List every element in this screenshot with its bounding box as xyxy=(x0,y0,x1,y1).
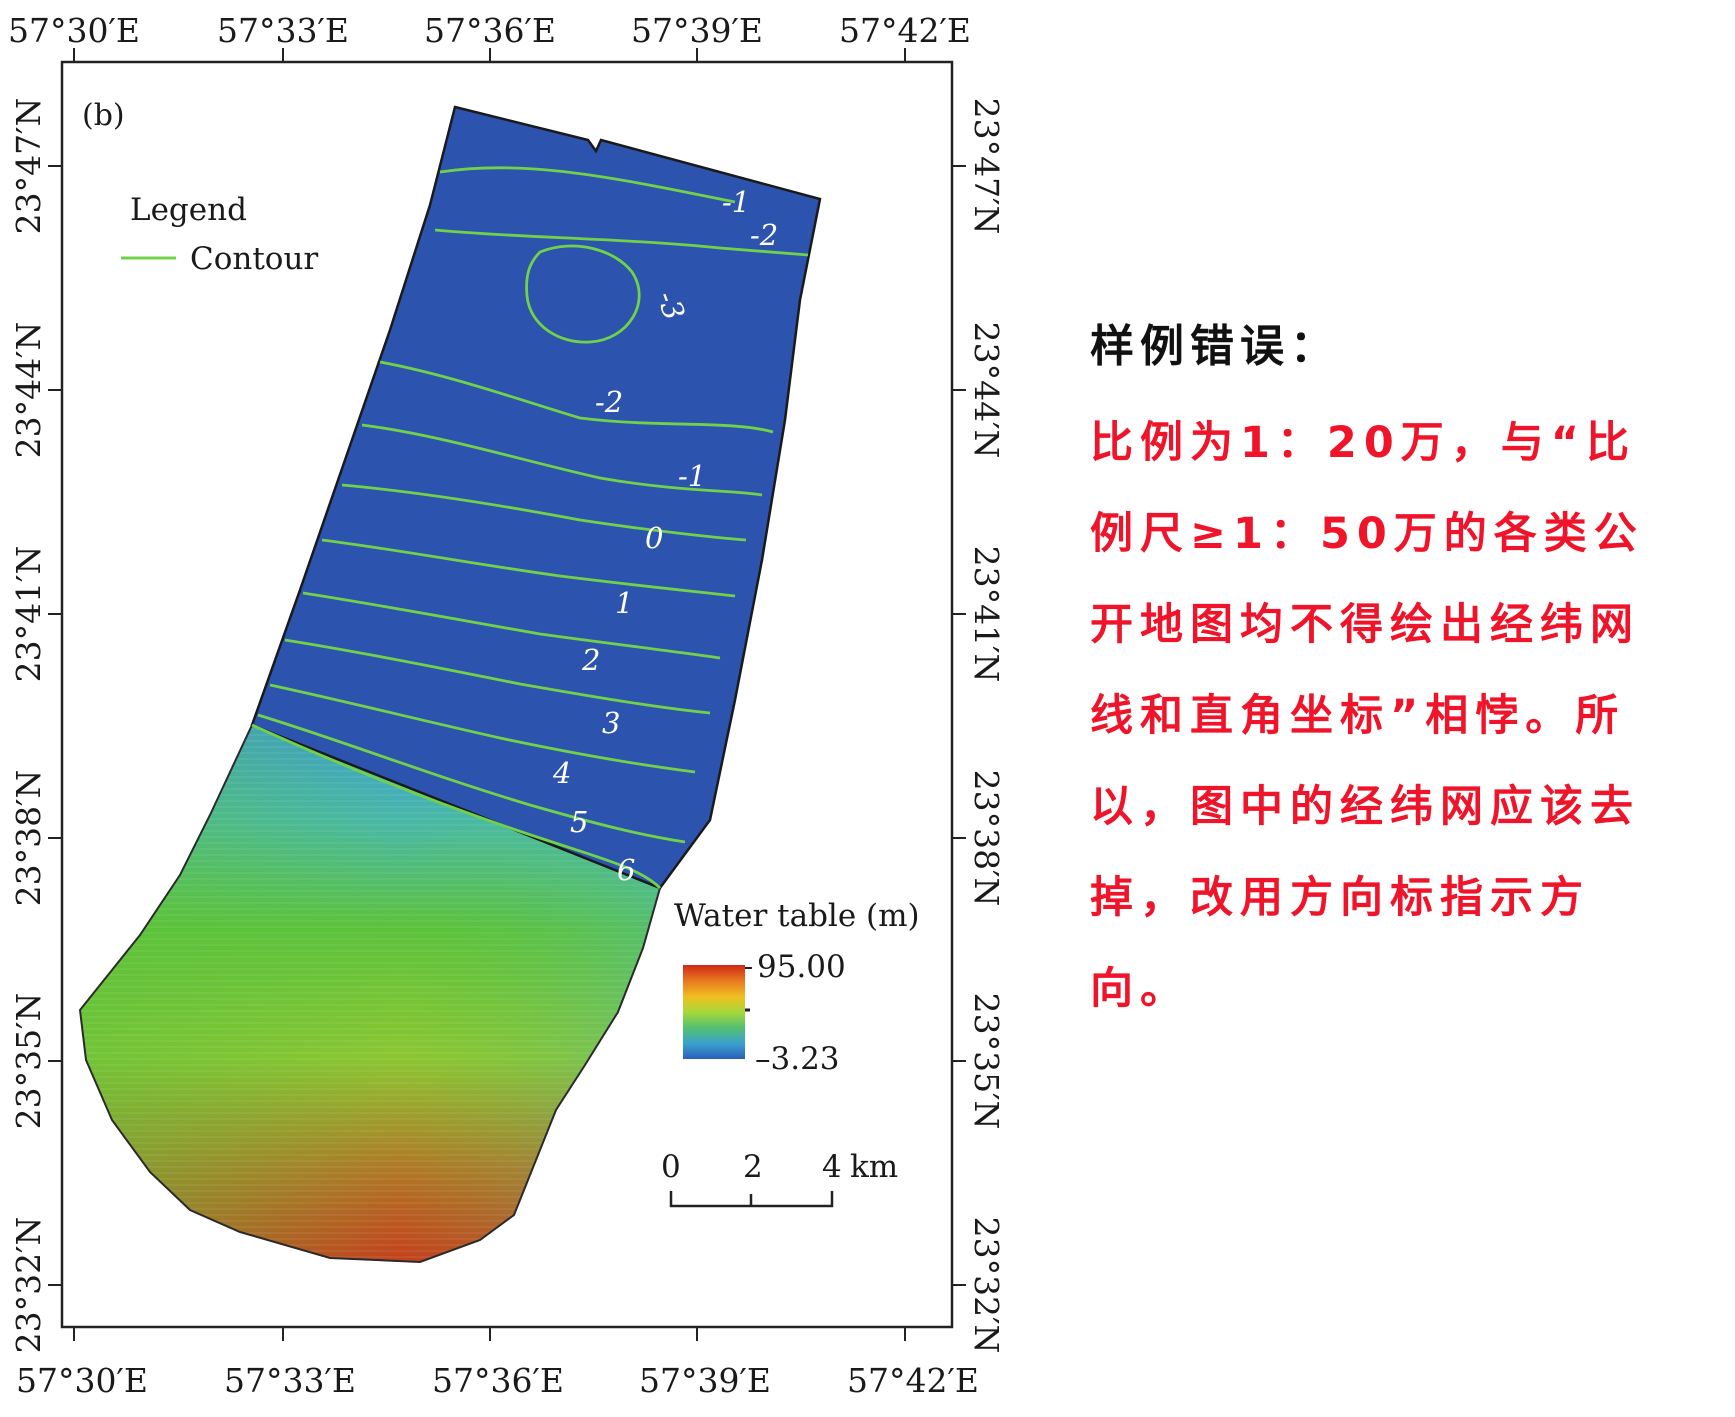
error-note-panel: 样例错误： 比例为1：20万，与“比 例尺≥1：50万的各类公 开地图均不得绘出… xyxy=(1090,310,1730,1035)
contour-label: 5 xyxy=(570,805,588,839)
water-table-title: Water table (m) xyxy=(674,898,920,934)
note-title: 样例错误： xyxy=(1090,321,1340,372)
contour-line xyxy=(269,683,696,774)
note-body: 比例为1：20万，与“比 例尺≥1：50万的各类公 开地图均不得绘出经纬网 线和… xyxy=(1090,398,1730,1035)
note-line: 以，图中的经纬网应该去 xyxy=(1090,782,1640,832)
top-lon-label: 57°42′E xyxy=(839,11,971,50)
bottom-lon-label: 57°33′E xyxy=(224,1361,356,1400)
contour-line xyxy=(434,228,809,257)
water-table-legend: Water table (m) 95.00 –3.23 xyxy=(674,898,920,1077)
color-ramp xyxy=(683,965,745,1059)
top-lon-label: 57°33′E xyxy=(217,11,349,50)
contour-line xyxy=(302,591,721,660)
contour-label: 0 xyxy=(645,521,663,555)
top-longitude-axis: 57°30′E 57°33′E 57°36′E 57°39′E 57°42′E xyxy=(8,11,971,62)
note-line: 掉，改用方向标指示方 xyxy=(1090,873,1590,923)
contour-line xyxy=(379,360,774,434)
right-lat-label: 23°41′N xyxy=(967,546,1006,683)
contour-line xyxy=(321,538,736,598)
right-lat-label: 23°47′N xyxy=(967,98,1006,235)
right-lat-label: 23°35′N xyxy=(967,993,1006,1130)
water-zone xyxy=(250,105,822,890)
contour-line xyxy=(251,723,661,889)
contour-lines xyxy=(251,166,809,889)
bottom-lon-label: 57°39′E xyxy=(639,1361,771,1400)
top-lon-label: 57°36′E xyxy=(424,11,556,50)
contour-line xyxy=(257,713,686,844)
note-line: 开地图均不得绘出经纬网 xyxy=(1090,600,1640,650)
left-lat-label: 23°35′N xyxy=(9,993,48,1130)
contour-label: 4 xyxy=(552,756,571,790)
contour-line xyxy=(284,638,711,715)
contour-labels: -1 -2 -3 -2 -1 0 1 2 3 4 5 6 xyxy=(552,185,778,887)
contour-label: -2 xyxy=(595,385,623,419)
scale-tick-label: 2 xyxy=(743,1149,763,1185)
left-lat-label: 23°38′N xyxy=(9,770,48,907)
bottom-longitude-axis: 57°30′E 57°33′E 57°36′E 57°39′E 57°42′E xyxy=(16,1327,979,1400)
contour-line xyxy=(341,483,747,542)
scale-bar: 0 2 4 km xyxy=(661,1149,898,1208)
bottom-lon-label: 57°30′E xyxy=(16,1361,148,1400)
contour-label: 2 xyxy=(581,643,600,677)
contour-line xyxy=(361,423,763,497)
contour-label: -2 xyxy=(750,218,778,252)
note-line: 例尺≥1：50万的各类公 xyxy=(1090,509,1644,559)
right-latitude-axis: 23°47′N 23°44′N 23°41′N 23°38′N 23°35′N … xyxy=(952,98,1006,1354)
legend-title: Legend xyxy=(130,192,247,228)
water-table-max: 95.00 xyxy=(757,949,846,985)
water-table-min: –3.23 xyxy=(755,1041,840,1077)
note-line: 比例为1：20万，与“比 xyxy=(1090,418,1637,468)
left-lat-label: 23°32′N xyxy=(9,1217,48,1354)
contour-label: -1 xyxy=(678,459,706,493)
contour-label: 6 xyxy=(617,853,635,887)
contour-line xyxy=(525,244,641,344)
right-lat-label: 23°44′N xyxy=(967,322,1006,459)
bottom-lon-label: 57°42′E xyxy=(847,1361,979,1400)
legend-contour-label: Contour xyxy=(190,241,318,277)
right-lat-label: 23°38′N xyxy=(967,770,1006,907)
contour-label: -1 xyxy=(722,185,750,219)
contour-line xyxy=(439,166,736,204)
contour-label: 1 xyxy=(615,586,633,620)
panel-label: (b) xyxy=(82,98,125,133)
scale-unit: km xyxy=(850,1149,898,1185)
top-lon-label: 57°30′E xyxy=(8,11,140,50)
contour-label: 3 xyxy=(602,706,620,740)
left-lat-label: 23°47′N xyxy=(9,98,48,235)
note-line: 线和直角坐标”相悖。所 xyxy=(1090,691,1626,741)
scale-tick-label: 0 xyxy=(661,1149,681,1185)
top-lon-label: 57°39′E xyxy=(631,11,763,50)
right-lat-label: 23°32′N xyxy=(967,1217,1006,1354)
map-frame xyxy=(60,60,954,1329)
note-line: 向。 xyxy=(1090,964,1190,1014)
bottom-lon-label: 57°36′E xyxy=(432,1361,564,1400)
map-legend: Legend Contour xyxy=(121,192,318,277)
gradient-zone xyxy=(78,723,662,1264)
left-latitude-axis: 23°47′N 23°44′N 23°41′N 23°38′N 23°35′N … xyxy=(9,98,62,1354)
left-lat-label: 23°44′N xyxy=(9,322,48,459)
left-lat-label: 23°41′N xyxy=(9,546,48,683)
scale-tick-label: 4 xyxy=(822,1149,842,1185)
